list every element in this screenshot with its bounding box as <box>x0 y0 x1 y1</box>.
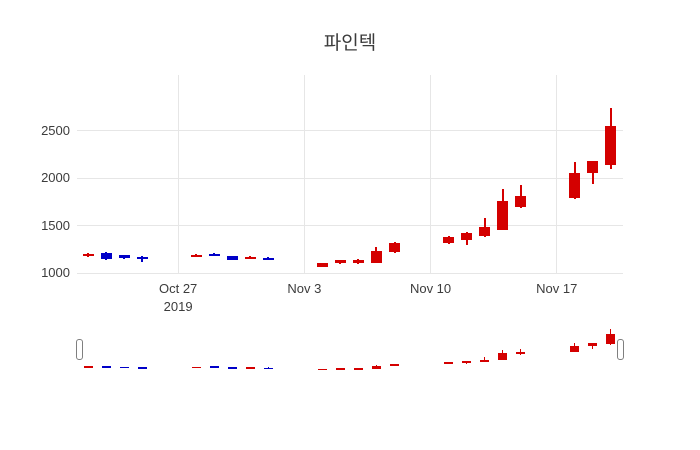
x-tick-sublabel: 2019 <box>163 299 193 314</box>
candle-body[interactable] <box>82 253 94 257</box>
rangeslider-candle-body <box>444 362 454 364</box>
candle-body[interactable] <box>352 260 364 264</box>
candle-body[interactable] <box>389 243 400 253</box>
x-tick-label: Oct 27 <box>158 281 198 296</box>
rangeslider-candle-body <box>263 367 273 370</box>
x-gridline <box>556 75 558 273</box>
rangeslider-candle-body <box>191 366 201 369</box>
rangeslider-track[interactable] <box>77 329 623 370</box>
rangeslider-candle-body <box>498 352 508 361</box>
rangeslider-candle-body <box>462 361 472 363</box>
candle-body[interactable] <box>587 160 599 174</box>
rangeslider-candle-body <box>353 368 363 370</box>
candle-body[interactable] <box>100 252 112 259</box>
chart-title: 파인텍 <box>323 33 377 54</box>
rangeslider-handle-right[interactable] <box>617 339 624 360</box>
y-gridline <box>77 177 623 179</box>
candle-body[interactable] <box>515 195 527 207</box>
rangeslider-candle-body <box>209 366 219 368</box>
x-gridline <box>177 75 179 273</box>
rangeslider-candle-body <box>606 333 616 344</box>
rangeslider-candle-body <box>516 351 526 355</box>
candle-body[interactable] <box>370 250 382 263</box>
candle-body[interactable] <box>226 256 238 260</box>
candle-body[interactable] <box>443 236 455 244</box>
rangeslider-candle-body <box>335 368 345 370</box>
candle-body[interactable] <box>461 232 473 240</box>
rangeslider-candle-body <box>480 359 490 362</box>
y-gridline <box>77 130 623 132</box>
rangeslider-candle-body <box>245 367 255 369</box>
candle-body[interactable] <box>262 257 274 260</box>
rangeslider-handle-left[interactable] <box>76 339 83 360</box>
rangeslider-candle-body <box>101 366 111 368</box>
candle-wick <box>141 256 144 262</box>
rangeslider-candle-body <box>570 345 580 353</box>
x-gridline <box>303 75 305 273</box>
candle-body[interactable] <box>605 125 617 166</box>
y-tick-label: 1500 <box>41 217 70 233</box>
rangeslider-candle-body <box>227 367 237 369</box>
y-tick-label: 1000 <box>41 265 70 280</box>
rangeslider-candle-body <box>588 342 598 346</box>
candle-body[interactable] <box>479 226 491 237</box>
rangeslider-candle-body <box>83 366 93 368</box>
candle-body[interactable] <box>569 173 581 199</box>
candle-body[interactable] <box>334 260 346 264</box>
y-gridline <box>77 272 623 274</box>
rangeslider-candle-body <box>137 367 147 369</box>
y-tick-label: 2500 <box>41 122 70 138</box>
candle-body[interactable] <box>316 263 328 267</box>
y-tick-label: 2000 <box>41 170 70 186</box>
candle-body[interactable] <box>118 255 130 258</box>
candle-body[interactable] <box>208 253 220 256</box>
rangeslider-candle-body <box>119 366 129 369</box>
y-gridline <box>77 225 623 227</box>
candle-body[interactable] <box>244 256 256 259</box>
rangeslider-candle-body <box>390 363 399 367</box>
x-tick-label: Nov 17 <box>536 281 578 296</box>
x-tick-label: Nov 10 <box>409 281 452 296</box>
x-tick-label: Nov 3 <box>287 281 322 296</box>
candle-body[interactable] <box>136 256 148 259</box>
candle-body[interactable] <box>190 254 202 257</box>
rangeslider-candle-body <box>371 365 381 369</box>
rangeslider-candle-body <box>317 368 327 371</box>
candle-body[interactable] <box>497 200 509 230</box>
x-gridline <box>430 75 432 273</box>
